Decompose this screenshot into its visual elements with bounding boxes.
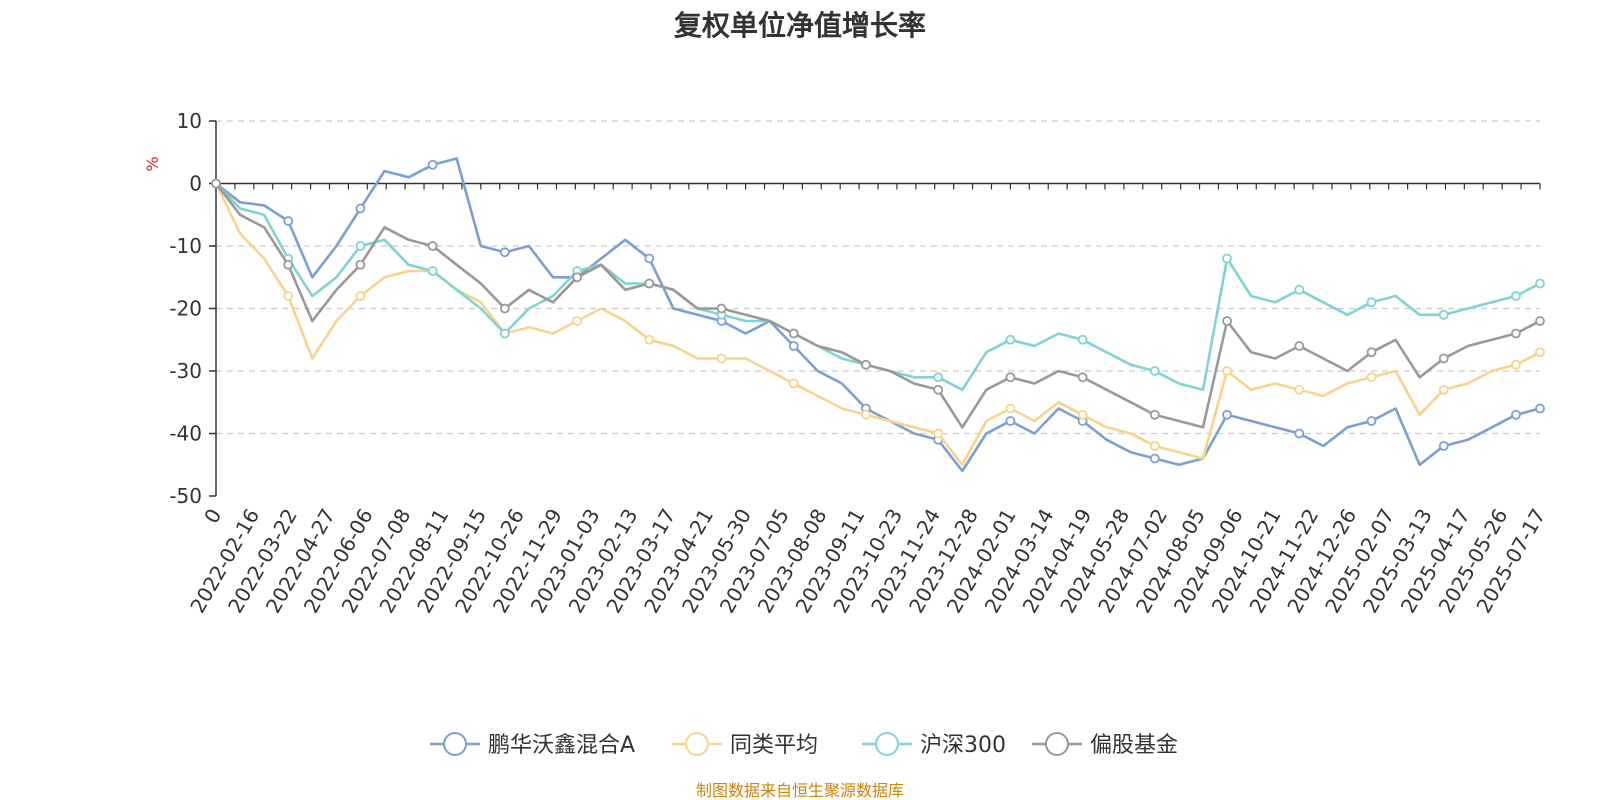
series-line-3 (214, 182, 1541, 429)
series-point (788, 328, 799, 339)
series-point (644, 253, 655, 264)
series-point (1535, 403, 1545, 414)
series-point (211, 178, 221, 189)
series-point (1366, 416, 1377, 426)
legend-marker (685, 732, 709, 756)
chart-title: 复权单位净值增长率 (673, 9, 926, 42)
series-point (644, 278, 655, 289)
series-point (933, 428, 944, 439)
series-point (788, 341, 799, 351)
series-point (933, 384, 944, 395)
series-point (1438, 384, 1449, 395)
series-point (1149, 453, 1160, 464)
series-point (355, 203, 366, 214)
series-point (355, 241, 366, 251)
series-point (1149, 441, 1160, 451)
legend-label: 鹏华沃鑫混合A (488, 733, 635, 758)
series-point (716, 303, 727, 314)
series-point (1366, 372, 1377, 383)
x-tick-label: 0 (199, 505, 226, 528)
series-point (1222, 409, 1232, 420)
series-point (1535, 316, 1545, 326)
series-point (427, 266, 438, 276)
series-point (1222, 253, 1232, 264)
y-tick-label: -30 (169, 359, 202, 383)
series-point (572, 316, 582, 326)
series-point (427, 159, 438, 170)
series-point (1005, 334, 1016, 345)
series-point (1149, 409, 1160, 420)
series-point (861, 359, 871, 370)
series-point (1366, 297, 1377, 308)
axes (209, 120, 1541, 497)
series-point (499, 247, 510, 258)
series-point (1511, 359, 1521, 370)
series-point (1511, 409, 1521, 420)
series-point (499, 328, 510, 339)
series-point (1294, 341, 1305, 351)
series-point (1222, 366, 1232, 376)
legend-marker (875, 732, 899, 756)
series-point (355, 291, 366, 301)
series-point (788, 378, 799, 389)
series-point (283, 259, 294, 270)
series-point (1511, 291, 1521, 301)
legend-label: 同类平均 (730, 733, 818, 758)
series-point (572, 272, 582, 283)
series-point (1535, 347, 1545, 358)
y-tick-label: 0 (189, 172, 202, 196)
legend-marker (443, 732, 467, 756)
series-point (427, 241, 438, 251)
series-point (1438, 309, 1449, 320)
series-point (1438, 353, 1449, 364)
y-tick-label: -40 (169, 422, 202, 446)
series-point (1535, 278, 1545, 289)
y-tick-label: -50 (169, 484, 202, 508)
series-point (1005, 403, 1016, 414)
series-point (1077, 409, 1088, 420)
series-point (1077, 372, 1088, 383)
legend-label: 沪深300 (920, 733, 1006, 758)
series-point (1438, 441, 1449, 451)
legend-marker (1045, 732, 1069, 756)
legend-label: 偏股基金 (1090, 733, 1178, 758)
series-lines (211, 157, 1545, 473)
series-line-1 (214, 182, 1541, 467)
series-line-2 (215, 182, 1541, 392)
series-point (1005, 416, 1016, 426)
series-point (1294, 428, 1305, 439)
series-point (1222, 316, 1232, 326)
series-line-0 (215, 157, 1541, 473)
series-point (933, 372, 944, 383)
series-point (716, 353, 727, 364)
series-point (1511, 328, 1521, 339)
series-point (283, 216, 294, 226)
series-point (861, 409, 871, 420)
series-point (1149, 366, 1160, 376)
series-point (283, 291, 294, 301)
series-point (355, 259, 366, 270)
y-tick-label: 10 (177, 109, 202, 133)
series-point (499, 303, 510, 314)
y-tick-label: -20 (169, 297, 202, 321)
series-point (1294, 384, 1305, 395)
y-axis-unit-label: % (143, 156, 162, 171)
y-tick-label: -10 (169, 234, 202, 258)
series-point (1077, 334, 1088, 345)
series-point (644, 334, 655, 345)
legend: 鹏华沃鑫混合A 同类平均 沪深300 偏股基金 (430, 732, 1178, 758)
series-point (1366, 347, 1377, 358)
source-note: 制图数据来自恒生聚源数据库 (695, 781, 904, 800)
series-point (1005, 372, 1016, 383)
series-point (1294, 284, 1305, 295)
